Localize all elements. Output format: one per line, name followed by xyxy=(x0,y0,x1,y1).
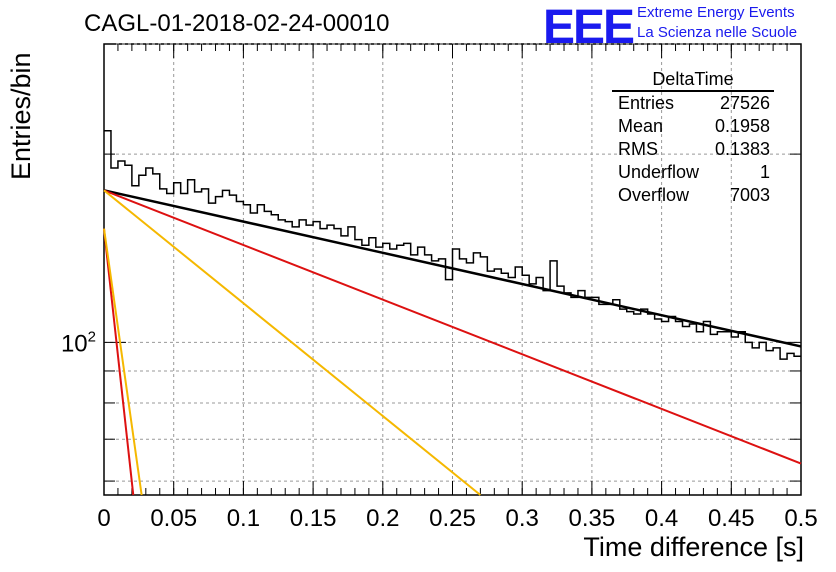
x-tick-label: 0.1 xyxy=(227,505,260,532)
logo-line-2: La Scienza nelle Scuole xyxy=(637,24,798,41)
stats-row-rms: RMS 0.1383 xyxy=(612,138,778,161)
stats-label: Mean xyxy=(618,116,664,136)
stats-box-title: DeltaTime xyxy=(612,68,774,92)
stats-row-underflow: Underflow 1 xyxy=(612,161,778,184)
stats-label: Entries xyxy=(618,93,675,113)
x-tick-label: 0.45 xyxy=(708,505,755,532)
y-tick-labels: 102 xyxy=(61,328,96,357)
x-tick-label: 0.15 xyxy=(290,505,337,532)
stats-value: 0.1958 xyxy=(714,116,770,136)
logo-line-1: Extreme Energy Events xyxy=(637,4,795,21)
x-tick-label: 0.05 xyxy=(150,505,197,532)
x-tick-label: 0.5 xyxy=(784,505,817,532)
x-axis-label: Time difference [s] xyxy=(583,532,804,562)
x-tick-label: 0 xyxy=(97,505,110,532)
stats-value: 7003 xyxy=(729,185,770,205)
stats-box: DeltaTime Entries 27526 Mean 0.1958 RMS … xyxy=(612,68,778,207)
y-tick-base: 10 xyxy=(61,330,88,357)
y-axis-label: Entries/bin xyxy=(6,52,36,180)
stats-value: 27526 xyxy=(719,93,770,113)
stats-label: RMS xyxy=(618,139,658,159)
fit-curve-2 xyxy=(103,189,482,496)
axis-ticks xyxy=(103,43,802,495)
fit-curve-4 xyxy=(103,228,143,496)
x-tick-label: 0.35 xyxy=(569,505,616,532)
x-tick-label: 0.2 xyxy=(366,505,399,532)
x-tick-labels: 0 0.05 0.1 0.15 0.2 0.25 0.3 0.35 0.4 0.45 0.5 xyxy=(97,505,817,532)
eee-logo: EEE xyxy=(543,1,635,54)
stats-row-entries: Entries 27526 xyxy=(612,92,778,115)
stats-row-overflow: Overflow 7003 xyxy=(612,184,778,207)
fit-curve-3 xyxy=(103,228,135,496)
stats-value: 1 xyxy=(759,162,770,182)
y-tick-label: 102 xyxy=(61,328,96,357)
stats-label: Overflow xyxy=(618,185,690,205)
stats-value: 0.1383 xyxy=(714,139,770,159)
y-tick-exponent: 2 xyxy=(88,328,96,345)
x-tick-label: 0.4 xyxy=(645,505,678,532)
stats-label: Underflow xyxy=(618,162,700,182)
stats-row-mean: Mean 0.1958 xyxy=(612,115,778,138)
x-tick-label: 0.3 xyxy=(506,505,539,532)
chart-title: CAGL-01-2018-02-24-00010 xyxy=(84,10,390,37)
fit-curve-1 xyxy=(103,189,802,465)
x-tick-label: 0.25 xyxy=(429,505,476,532)
histogram xyxy=(104,129,801,360)
